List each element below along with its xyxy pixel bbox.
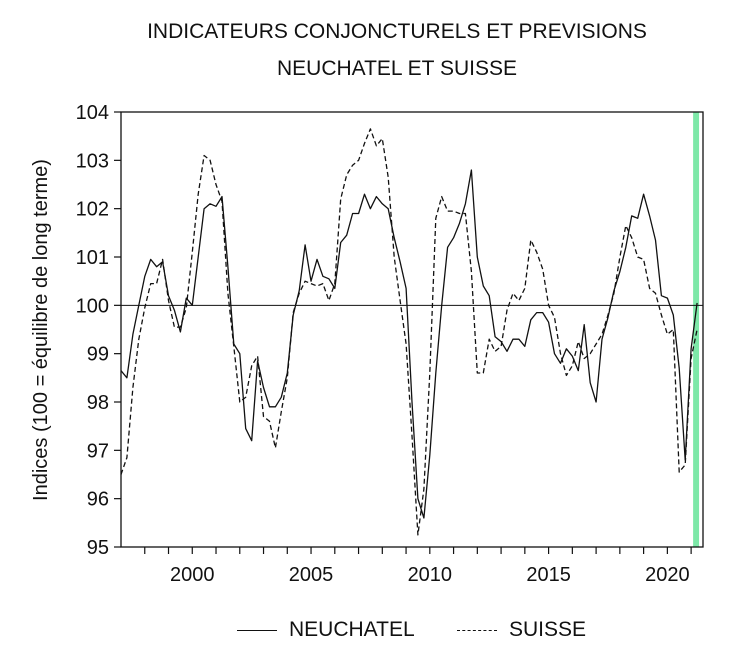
x-axis: 2000 2005 2010 2015 2020 xyxy=(144,547,692,586)
series-line-neuchatel xyxy=(120,169,698,519)
x-tick-label: 2000 xyxy=(170,564,215,586)
y-tick-label: 95 xyxy=(87,537,109,559)
y-axis-label: Indices (100 = équilibre de long terme) xyxy=(30,159,52,501)
forecast-band-layer xyxy=(693,112,700,547)
legend-solid-swatch xyxy=(237,629,277,631)
legend-item-neuchatel: NEUCHATEL xyxy=(237,618,415,642)
plot-frame xyxy=(120,111,704,548)
plot-frame-layer xyxy=(120,111,704,548)
legend: NEUCHATEL SUISSE xyxy=(0,618,742,648)
y-tick-label: 102 xyxy=(76,199,109,221)
plot-background xyxy=(121,112,703,547)
series-line-suisse xyxy=(120,128,698,536)
x-tick-label: 2005 xyxy=(289,564,334,586)
y-tick-label: 103 xyxy=(76,150,109,172)
chart-subtitle: NEUCHATEL ET SUISSE xyxy=(276,57,517,80)
y-axis: 95 96 97 98 99 100 101 102 103 104 xyxy=(76,102,121,559)
legend-label-suisse: SUISSE xyxy=(509,618,587,641)
x-tick-label: 2020 xyxy=(645,564,690,586)
forecast-band xyxy=(693,112,700,547)
y-tick-label: 97 xyxy=(87,440,109,462)
x-tick-label: 2015 xyxy=(526,564,571,586)
y-tick-label: 104 xyxy=(76,102,109,124)
legend-label-neuchatel: NEUCHATEL xyxy=(289,618,415,641)
y-tick-label: 96 xyxy=(87,489,109,511)
y-tick-label: 98 xyxy=(87,392,109,414)
series-layer xyxy=(120,128,698,536)
chart-title: INDICATEURS CONJONCTURELS ET PREVISIONS xyxy=(147,20,647,43)
legend-dashed-swatch xyxy=(457,629,497,631)
y-tick-label: 99 xyxy=(87,344,109,366)
x-tick-label: 2010 xyxy=(408,564,453,586)
legend-item-suisse: SUISSE xyxy=(457,618,586,642)
plot-area xyxy=(121,112,703,547)
y-tick-label: 101 xyxy=(76,247,109,269)
y-tick-label: 100 xyxy=(76,295,109,317)
